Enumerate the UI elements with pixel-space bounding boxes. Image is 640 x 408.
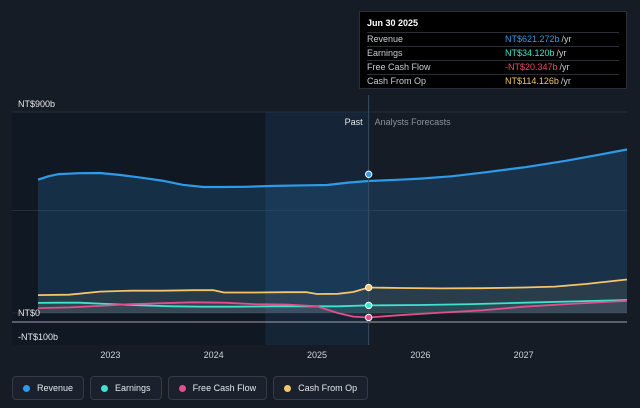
series-area: [38, 149, 627, 313]
tooltip-row-cash-from-op: Cash From Op NT$114.126b /yr: [367, 74, 619, 88]
tooltip-row-earnings: Earnings NT$34.120b /yr: [367, 46, 619, 60]
legend-item-cash-from-op[interactable]: Cash From Op: [273, 376, 369, 400]
tooltip-marker: [364, 170, 373, 179]
x-tick-label: 2026: [410, 350, 430, 360]
tooltip-value: NT$34.120b: [505, 48, 555, 58]
y-axis-labels: NT$900b NT$0 -NT$100b: [18, 99, 58, 342]
series-line: [37, 278, 628, 296]
x-tick-label: 2025: [307, 350, 327, 360]
tooltip-label: Revenue: [367, 34, 404, 44]
y-tick-label: -NT$100b: [18, 332, 58, 342]
y-tick-label: NT$900b: [18, 99, 55, 109]
tooltip-markers: [364, 170, 373, 322]
legend-label: Cash From Op: [298, 383, 358, 393]
tooltip-marker: [364, 301, 373, 310]
gridlines: [12, 111, 627, 323]
tooltip-label: Earnings: [367, 48, 403, 58]
tooltip-value: NT$114.126b: [505, 76, 559, 86]
series-line: [37, 300, 628, 319]
legend-dot-icon: [101, 384, 109, 392]
tooltip-unit: /yr: [560, 76, 571, 86]
tooltip-value: -NT$20.347b: [505, 62, 558, 72]
x-axis-labels: 2023 2024 2025 2026 2027: [100, 350, 533, 360]
tooltip-panel: Jun 30 2025 Revenue NT$621.272b /yr Earn…: [359, 11, 627, 89]
legend-label: Revenue: [37, 383, 74, 393]
legend-dot-icon: [23, 384, 30, 392]
series-lines: [37, 148, 628, 319]
legend-item-free-cash-flow[interactable]: Free Cash Flow: [167, 376, 268, 400]
series-line: [37, 299, 628, 308]
tooltip-unit: /yr: [556, 48, 567, 58]
series-area: [38, 300, 627, 318]
legend-item-revenue[interactable]: Revenue: [12, 376, 85, 400]
chart-svg: NT$900b NT$0 -NT$100b 2023 2024 2025 2026 2027…: [12, 95, 628, 360]
legend-item-earnings[interactable]: Earnings: [90, 376, 162, 400]
x-tick-label: 2027: [514, 350, 534, 360]
tooltip-label: Free Cash Flow: [367, 62, 431, 72]
y-tick-label: NT$0: [18, 308, 40, 318]
tooltip-unit: /yr: [561, 34, 572, 44]
tooltip-value: NT$621.272b: [505, 34, 560, 44]
x-tick-label: 2023: [100, 350, 120, 360]
tooltip-marker: [364, 283, 373, 292]
series-line: [37, 148, 628, 189]
tooltip-unit: /yr: [559, 62, 570, 72]
forecast-label: Analysts Forecasts: [375, 117, 452, 127]
legend-dot-icon: [284, 384, 292, 392]
legend-label: Earnings: [115, 383, 151, 393]
past-label: Past: [345, 117, 364, 127]
tooltip-label: Cash From Op: [367, 76, 427, 86]
tooltip-row-free-cash-flow: Free Cash Flow -NT$20.347b /yr: [367, 60, 619, 74]
tooltip-marker: [364, 313, 373, 322]
legend: Revenue Earnings Free Cash Flow Cash Fro…: [12, 376, 369, 400]
tooltip-date: Jun 30 2025: [367, 18, 419, 28]
legend-dot-icon: [178, 384, 186, 392]
tooltip-row-revenue: Revenue NT$621.272b /yr: [367, 32, 619, 46]
legend-label: Free Cash Flow: [192, 383, 257, 393]
x-tick-label: 2024: [204, 350, 224, 360]
